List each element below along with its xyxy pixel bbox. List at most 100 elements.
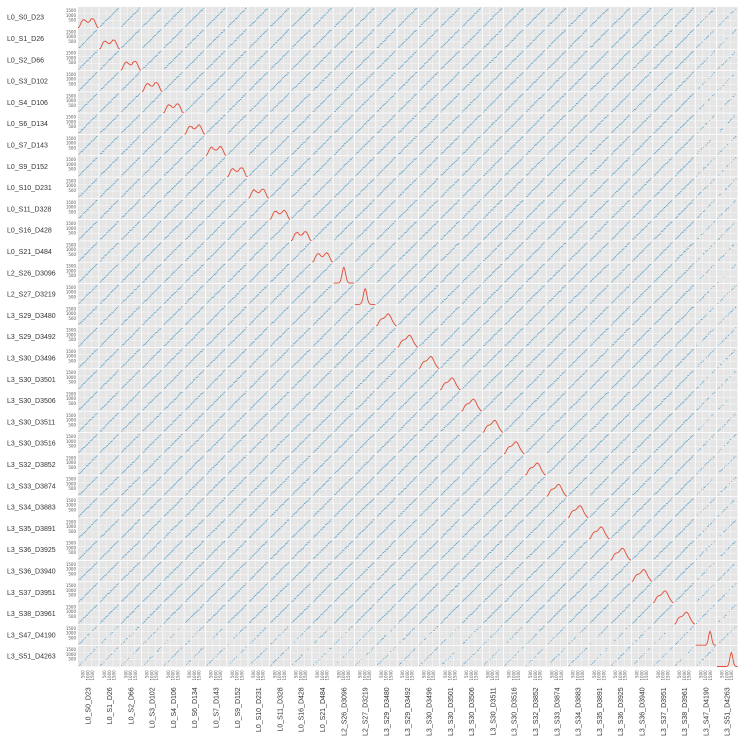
scatter-point (558, 58, 559, 59)
scatter-point (133, 14, 134, 15)
scatter-point (107, 104, 108, 105)
scatter-point (475, 99, 476, 100)
scatter-point (527, 24, 528, 25)
scatter-point (116, 96, 117, 97)
scatter-point (112, 78, 113, 79)
scatter-point (463, 110, 464, 111)
scatter-point (302, 80, 303, 81)
panel-L0_S1_D26-vs-L0_S2_D66 (121, 28, 142, 49)
scatter-point (128, 19, 129, 20)
scatter-point (649, 95, 650, 96)
scatter-point (351, 31, 352, 32)
scatter-point (316, 66, 317, 67)
scatter-point (592, 23, 593, 24)
scatter-point (488, 43, 489, 44)
scatter-point (372, 95, 373, 96)
scatter-point (578, 59, 579, 60)
scatter-point (531, 43, 532, 44)
scatter-point (423, 65, 424, 66)
scatter-point (260, 79, 261, 80)
scatter-point (388, 15, 389, 16)
panel-background (142, 71, 163, 92)
scatter-point (360, 21, 361, 22)
scatter-point (577, 60, 578, 61)
scatter-point (457, 31, 458, 32)
panel-L0_S2_D66-vs-L3_S51_D4263 (717, 50, 738, 71)
scatter-point (222, 117, 223, 118)
scatter-point (453, 99, 454, 100)
scatter-point (444, 66, 445, 67)
scatter-point (725, 83, 726, 84)
scatter-point (256, 104, 257, 105)
scatter-point (434, 75, 435, 76)
scatter-point (561, 55, 562, 56)
panel-L0_S4_D106-vs-L3_S30_D3511 (483, 92, 504, 113)
scatter-point (373, 93, 374, 94)
scatter-point (361, 42, 362, 43)
scatter-point (110, 59, 111, 60)
scatter-point (514, 59, 515, 60)
panel-L0_S3_D102-vs-L2_S27_D3219 (355, 71, 376, 92)
scatter-point (505, 25, 506, 26)
scatter-point (488, 43, 489, 44)
scatter-point (233, 106, 234, 107)
scatter-point (512, 83, 513, 84)
scatter-point (523, 94, 524, 95)
scatter-point (501, 93, 502, 94)
scatter-point (124, 88, 125, 89)
scatter-point (314, 111, 315, 112)
scatter-point (562, 32, 563, 33)
scatter-point (188, 65, 189, 66)
scatter-point (520, 31, 521, 32)
panel-L0_S3_D102-vs-L3_S35_D3891 (589, 71, 610, 92)
scatter-point (603, 77, 604, 78)
scatter-point (454, 76, 455, 77)
scatter-point (446, 63, 447, 64)
scatter-point (209, 109, 210, 110)
scatter-point (236, 18, 237, 19)
scatter-point (211, 43, 212, 44)
panel-L0_S1_D26-vs-L3_S35_D3891 (589, 28, 610, 49)
scatter-point (237, 102, 238, 103)
scatter-point (629, 93, 630, 94)
scatter-point (629, 29, 630, 30)
scatter-point (635, 67, 636, 68)
scatter-point (424, 107, 425, 108)
scatter-point (108, 60, 109, 61)
scatter-point (499, 74, 500, 75)
scatter-point (487, 22, 488, 23)
scatter-point (650, 52, 651, 53)
scatter-point (563, 96, 564, 97)
scatter-point (264, 53, 265, 54)
scatter-point (436, 31, 437, 32)
scatter-point (295, 86, 296, 87)
scatter-point (373, 51, 374, 52)
scatter-point (134, 77, 135, 78)
scatter-point (523, 30, 524, 31)
panel-L0_S3_D102-vs-L2_S26_D3096 (334, 71, 355, 92)
scatter-point (699, 66, 700, 67)
scatter-point (443, 67, 444, 68)
scatter-point (517, 14, 518, 15)
scatter-point (331, 8, 332, 9)
scatter-point (526, 48, 527, 49)
scatter-point (445, 85, 446, 86)
scatter-point (199, 98, 200, 99)
scatter-point (344, 16, 345, 17)
scatter-point (87, 82, 88, 83)
scatter-point (681, 106, 682, 107)
scatter-point (370, 33, 371, 34)
scatter-point (534, 18, 535, 19)
scatter-point (591, 110, 592, 111)
scatter-point (415, 52, 416, 53)
scatter-point (467, 85, 468, 86)
scatter-point (542, 53, 543, 54)
scatter-point (329, 31, 330, 32)
scatter-point (114, 119, 115, 120)
scatter-point (83, 85, 84, 86)
scatter-point (343, 39, 344, 40)
scatter-point (126, 85, 127, 86)
scatter-point (253, 42, 254, 43)
scatter-point (542, 74, 543, 75)
scatter-point (475, 35, 476, 36)
